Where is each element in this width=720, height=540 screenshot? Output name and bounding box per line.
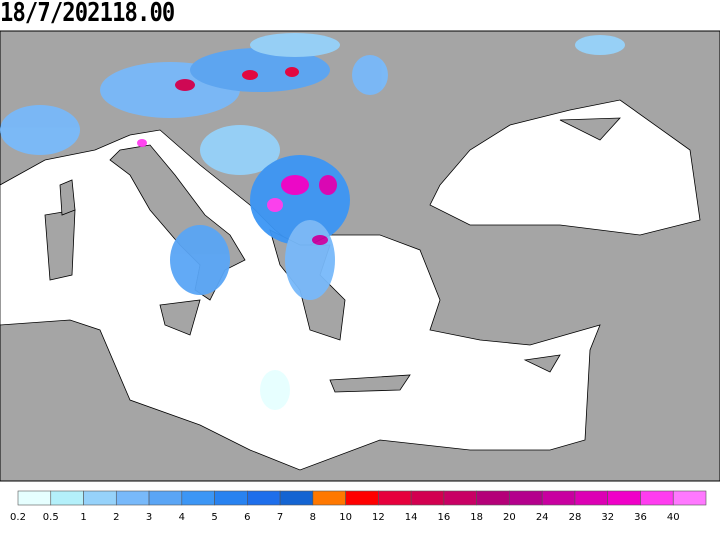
map-area [0, 30, 720, 482]
sicily [159, 299, 201, 336]
legend-label: 40 [667, 512, 680, 523]
legend-swatch [541, 490, 576, 506]
legend-label: 1 [80, 512, 86, 523]
legend-swatch [410, 490, 445, 506]
legend-label: 0.5 [43, 512, 59, 523]
legend-swatch [574, 490, 609, 506]
legend-swatch [607, 490, 641, 506]
rain-core [242, 70, 258, 80]
crete [329, 374, 411, 393]
legend-swatch [509, 490, 543, 506]
precipitation [0, 33, 625, 410]
legend-label: 24 [536, 512, 549, 523]
legend-swatch [640, 490, 674, 506]
sardinia [44, 209, 76, 281]
rain-core [285, 67, 299, 77]
legend-swatch [83, 490, 117, 506]
legend-label: 32 [601, 512, 614, 523]
legend-label: 10 [339, 512, 352, 523]
legend-swatch [672, 490, 707, 506]
legend-swatch [247, 490, 281, 506]
legend-swatch [378, 490, 412, 506]
rain-area [575, 35, 625, 55]
legend-label: 2 [113, 512, 119, 523]
cyprus [523, 354, 561, 373]
legend-label: 18 [470, 512, 483, 523]
rain-area [170, 225, 230, 295]
legend-label: 36 [634, 512, 647, 523]
legend-label: 4 [179, 512, 185, 523]
legend-swatch [17, 490, 52, 506]
rain-area [200, 125, 280, 175]
corsica [59, 179, 76, 216]
rain-area [250, 33, 340, 57]
legend-label: 16 [438, 512, 451, 523]
legend-label: 0.2 [10, 512, 26, 523]
legend-label: 8 [310, 512, 316, 523]
legend-label: 14 [405, 512, 418, 523]
legend-label: 3 [146, 512, 152, 523]
legend-swatch [148, 490, 183, 506]
rain-core [281, 175, 309, 195]
legend-label: 6 [244, 512, 250, 523]
legend-swatch [443, 490, 477, 506]
legend-label: 28 [569, 512, 582, 523]
legend-swatch [476, 490, 510, 506]
black-sea [429, 99, 701, 236]
legend-label: 5 [211, 512, 217, 523]
legend-swatch [115, 490, 150, 506]
rain-area [260, 370, 290, 410]
legend-swatch [181, 490, 215, 506]
legend-swatch [345, 490, 379, 506]
map-title: 18/7/202118.00 [0, 0, 175, 28]
rain-area [190, 48, 330, 92]
rain-area [0, 105, 80, 155]
mediterranean-sea [0, 129, 601, 471]
legend-label: 7 [277, 512, 283, 523]
rain-area [285, 220, 335, 300]
legend-label: 20 [503, 512, 516, 523]
rain-core [175, 79, 195, 91]
crimea [559, 117, 621, 141]
rain-core [319, 175, 337, 195]
legend: 0.2 0.5 1 2 3 4 5 6 7 8 10 12 14 16 18 20 24 28 32 36 40 [10, 490, 707, 523]
rain-core [137, 139, 147, 147]
legend-swatch [214, 490, 248, 506]
legend-swatch [279, 490, 314, 506]
legend-label: 12 [372, 512, 385, 523]
rain-core [267, 198, 283, 212]
legend-swatch [312, 490, 346, 506]
rain-area [352, 55, 388, 95]
rain-core [312, 235, 328, 245]
legend-swatch [50, 490, 84, 506]
